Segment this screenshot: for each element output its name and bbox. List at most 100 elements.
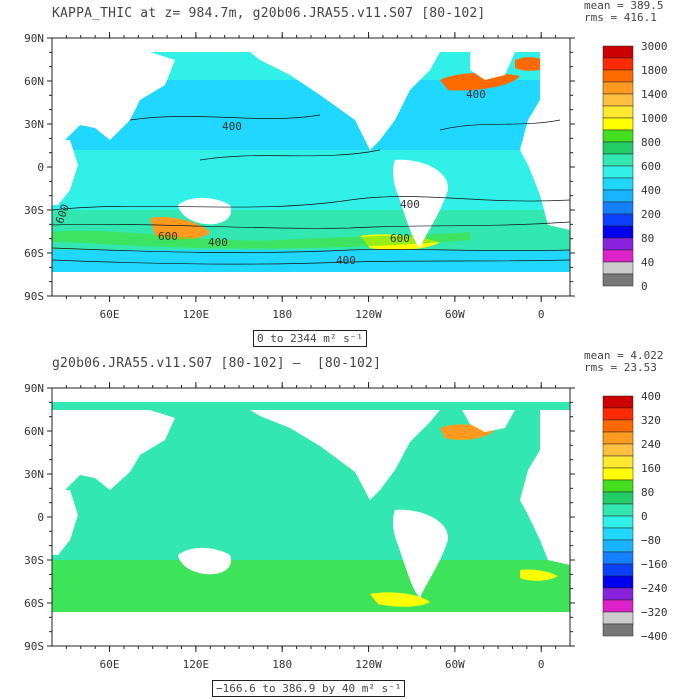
colorbar-swatch xyxy=(602,141,634,155)
colorbar-label: 600 xyxy=(641,160,661,173)
colorbar-swatch xyxy=(602,467,634,481)
southern-ocean-high xyxy=(150,216,210,240)
colorbar-swatch xyxy=(602,105,634,119)
y-tick-label: 30N xyxy=(24,118,44,131)
colorbar-label: 0 xyxy=(641,280,648,293)
colorbar-label: 40 xyxy=(641,256,654,269)
colorbar-swatch xyxy=(602,117,634,131)
colorbar-swatch xyxy=(602,479,634,493)
contour-label: 400 xyxy=(466,88,486,101)
land-greenland xyxy=(470,52,515,80)
colorbar-label: 240 xyxy=(641,438,661,451)
contour-label: 400 xyxy=(336,254,356,267)
colorbar-swatch xyxy=(602,455,634,469)
contour-label: 600 xyxy=(53,202,72,225)
land-europe-africa xyxy=(520,410,570,565)
ocean-band xyxy=(52,150,570,210)
colorbar-swatch xyxy=(602,611,634,625)
x-tick-label: 0 xyxy=(538,308,545,321)
y-tick-label: 90N xyxy=(24,32,44,45)
y-axis: 90N 60N 30N 0 30S 60S 90S xyxy=(24,382,575,653)
colorbar-label: 800 xyxy=(641,136,661,149)
x-tick-label: 120W xyxy=(355,308,382,321)
colorbar-label: 1000 xyxy=(641,112,668,125)
colorbar-swatch xyxy=(602,599,634,613)
land-north-america xyxy=(250,52,440,150)
colorbar-swatch xyxy=(602,503,634,517)
colorbar-swatch xyxy=(602,407,634,421)
colorbar-label: 80 xyxy=(641,486,654,499)
colorbar-swatch xyxy=(602,177,634,191)
contour-line xyxy=(51,221,571,229)
panel-bottom: g20b06.JRA55.v11.S07 [80-102] – [80-102]… xyxy=(0,350,700,700)
range-label: −166.6 to 386.9 by 40 m² s⁻¹ xyxy=(212,680,406,697)
land-greenland xyxy=(462,410,515,432)
land-europe-africa xyxy=(520,52,570,230)
colorbar-swatch xyxy=(602,249,634,263)
contour-line xyxy=(199,149,381,161)
north-atlantic-high xyxy=(440,72,520,91)
colorbar-swatch xyxy=(602,551,634,565)
map-area: 400 400 600 600 400 600 400 400 xyxy=(51,37,571,297)
x-tick-label: 120E xyxy=(183,658,210,671)
x-tick-label: 120E xyxy=(183,308,210,321)
colorbar-swatch xyxy=(602,213,634,227)
colorbar-swatch xyxy=(602,527,634,541)
chart-title: g20b06.JRA55.v11.S07 [80-102] – [80-102] xyxy=(52,356,382,371)
colorbar-swatch xyxy=(602,431,634,445)
colorbar-swatch xyxy=(602,237,634,251)
colorbar-swatch xyxy=(602,57,634,71)
land-south-america xyxy=(393,159,449,248)
colorbar-label: 400 xyxy=(641,390,661,403)
colorbar-swatch xyxy=(602,587,634,601)
x-tick-label: 180 xyxy=(272,308,292,321)
colorbar-swatch xyxy=(602,201,634,215)
colorbar-label: 0 xyxy=(641,510,648,523)
contour-label: 400 xyxy=(222,120,242,133)
x-tick-label: 60E xyxy=(100,658,120,671)
y-tick-label: 30S xyxy=(24,554,44,567)
colorbar-label: −80 xyxy=(641,534,661,547)
mean-label: mean = 4.022 xyxy=(584,349,664,362)
colorbar-swatch xyxy=(602,225,634,239)
range-label: 0 to 2344 m² s⁻¹ xyxy=(253,330,367,347)
colorbar-swatch xyxy=(602,515,634,529)
panel-top: KAPPA_THIC at z= 984.7m, g20b06.JRA55.v1… xyxy=(24,0,668,347)
colorbar-label: 200 xyxy=(641,208,661,221)
land-north-america xyxy=(250,410,440,500)
x-tick-label: 0 xyxy=(538,658,545,671)
colorbar-label: 1400 xyxy=(641,88,668,101)
y-tick-label: 60S xyxy=(24,247,44,260)
high-anomaly xyxy=(520,569,558,581)
colorbar-swatch xyxy=(602,261,634,275)
colorbar-swatch xyxy=(602,273,634,287)
southern-ocean-high xyxy=(52,230,470,249)
land-arctic xyxy=(52,38,570,52)
x-axis: 60E 120E 180 120W 60W 0 xyxy=(65,32,557,321)
land-antarctica xyxy=(52,272,570,296)
colorbar-swatch xyxy=(602,153,634,167)
land-antarctica xyxy=(52,612,570,646)
colorbar-swatch xyxy=(602,443,634,457)
y-tick-label: 60N xyxy=(24,425,44,438)
land-australia xyxy=(178,547,232,575)
high-anomaly xyxy=(370,592,430,607)
colorbar-label: 1800 xyxy=(641,64,668,77)
x-tick-label: 60W xyxy=(445,658,465,671)
chart-svg: 400 400 600 600 400 600 400 400 90N60N30… xyxy=(24,32,668,321)
land-africa xyxy=(52,140,78,205)
rms-label: rms = 23.53 xyxy=(584,361,657,374)
land-africa xyxy=(52,490,78,555)
x-tick-label: 60W xyxy=(445,308,465,321)
x-axis: 60E 120E 180 120W 60W 0 xyxy=(65,382,557,671)
colorbar-label: −160 xyxy=(641,558,668,571)
colorbar-label: 160 xyxy=(641,462,661,475)
colorbar-label: 320 xyxy=(641,414,661,427)
colorbar-swatch xyxy=(602,419,634,433)
colorbar-label: −240 xyxy=(641,582,668,595)
ocean-band xyxy=(52,560,570,620)
y-tick-label: 90N xyxy=(24,382,44,395)
x-tick-label: 180 xyxy=(272,658,292,671)
x-tick-label: 120W xyxy=(355,658,382,671)
colorbar-swatch xyxy=(602,165,634,179)
